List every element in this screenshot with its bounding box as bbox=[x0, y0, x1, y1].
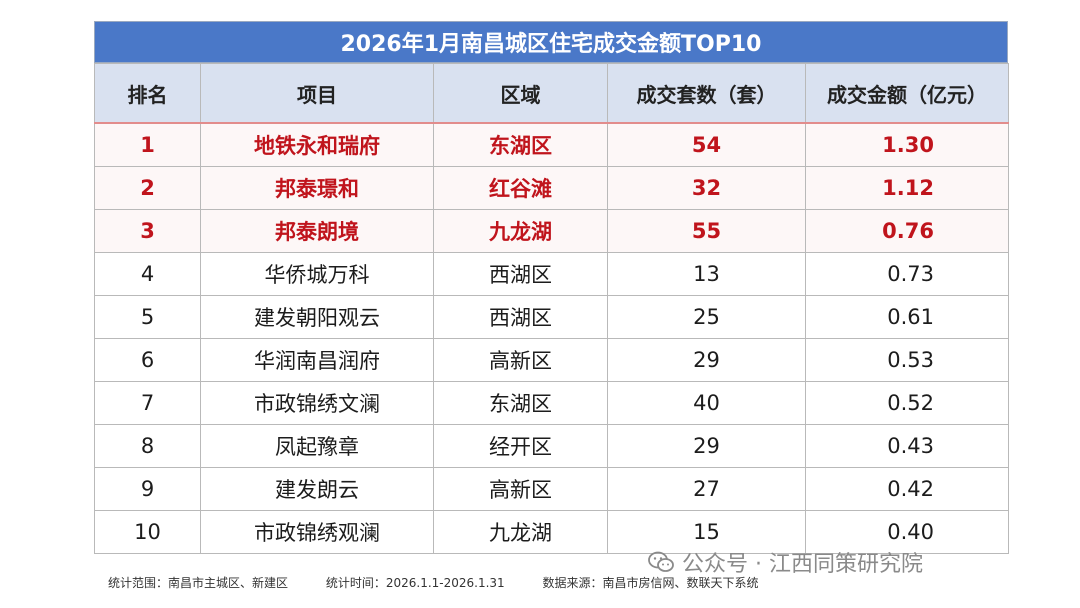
cell-amount: 0.52 bbox=[805, 381, 1009, 425]
header-district: 区域 bbox=[433, 63, 608, 124]
cell-district: 西湖区 bbox=[433, 295, 608, 339]
cell-rank: 5 bbox=[94, 295, 201, 339]
cell-district: 经开区 bbox=[433, 424, 608, 468]
cell-amount: 1.30 bbox=[805, 122, 1009, 167]
cell-project: 地铁永和瑞府 bbox=[200, 122, 434, 167]
cell-project: 凤起豫章 bbox=[200, 424, 434, 468]
cell-rank: 9 bbox=[94, 467, 201, 511]
header-row: 排名 项目 区域 成交套数（套） 成交金额（亿元） bbox=[94, 63, 1009, 124]
cell-units: 29 bbox=[607, 424, 806, 468]
cell-amount: 0.40 bbox=[805, 510, 1009, 554]
cell-amount: 0.42 bbox=[805, 467, 1009, 511]
footer-scope: 统计范围：南昌市主城区、新建区 bbox=[108, 576, 289, 590]
cell-district: 九龙湖 bbox=[433, 209, 608, 253]
cell-amount: 1.12 bbox=[805, 166, 1009, 210]
cell-rank: 2 bbox=[94, 166, 201, 210]
cell-amount: 0.76 bbox=[805, 209, 1009, 253]
cell-units: 13 bbox=[607, 252, 806, 296]
header-project: 项目 bbox=[200, 63, 434, 124]
header-rank: 排名 bbox=[94, 63, 201, 124]
cell-project: 建发朝阳观云 bbox=[200, 295, 434, 339]
cell-amount: 0.73 bbox=[805, 252, 1009, 296]
cell-project: 市政锦绣文澜 bbox=[200, 381, 434, 425]
cell-project: 华润南昌润府 bbox=[200, 338, 434, 382]
cell-project: 建发朗云 bbox=[200, 467, 434, 511]
cell-project: 邦泰璟和 bbox=[200, 166, 434, 210]
brand-watermark: 公众号 · 江西同策研究院 bbox=[648, 546, 923, 578]
table-row: 1 地铁永和瑞府 东湖区 54 1.30 bbox=[94, 122, 1009, 167]
cell-units: 29 bbox=[607, 338, 806, 382]
brand-text: 公众号 · 江西同策研究院 bbox=[682, 552, 923, 577]
cell-rank: 4 bbox=[94, 252, 201, 296]
table-title: 2026年1月南昌城区住宅成交金额TOP10 bbox=[94, 21, 1008, 63]
cell-amount: 0.43 bbox=[805, 424, 1009, 468]
table-row: 3 邦泰朗境 九龙湖 55 0.76 bbox=[94, 209, 1009, 253]
table-row: 6 华润南昌润府 高新区 29 0.53 bbox=[94, 338, 1009, 382]
table-row: 5 建发朝阳观云 西湖区 25 0.61 bbox=[94, 295, 1009, 339]
cell-units: 54 bbox=[607, 122, 806, 167]
cell-district: 高新区 bbox=[433, 338, 608, 382]
cell-rank: 6 bbox=[94, 338, 201, 382]
table-row: 7 市政锦绣文澜 东湖区 40 0.52 bbox=[94, 381, 1009, 425]
cell-rank: 7 bbox=[94, 381, 201, 425]
table-row: 9 建发朗云 高新区 27 0.42 bbox=[94, 467, 1009, 511]
cell-rank: 8 bbox=[94, 424, 201, 468]
table-row: 2 邦泰璟和 红谷滩 32 1.12 bbox=[94, 166, 1009, 210]
cell-units: 40 bbox=[607, 381, 806, 425]
footer-period: 统计时间：2026.1.1-2026.1.31 bbox=[325, 576, 505, 590]
header-amount: 成交金额（亿元） bbox=[805, 63, 1009, 124]
cell-amount: 0.61 bbox=[805, 295, 1009, 339]
table-row: 4 华侨城万科 西湖区 13 0.73 bbox=[94, 252, 1009, 296]
cell-project: 市政锦绣观澜 bbox=[200, 510, 434, 554]
cell-project: 华侨城万科 bbox=[200, 252, 434, 296]
table-row: 10 市政锦绣观澜 九龙湖 15 0.40 bbox=[94, 510, 1009, 554]
table-row: 8 凤起豫章 经开区 29 0.43 bbox=[94, 424, 1009, 468]
cell-units: 55 bbox=[607, 209, 806, 253]
cell-district: 西湖区 bbox=[433, 252, 608, 296]
cell-district: 高新区 bbox=[433, 467, 608, 511]
ranking-table: 排名 项目 区域 成交套数（套） 成交金额（亿元） 1 地铁永和瑞府 东湖区 5… bbox=[94, 63, 1009, 554]
cell-district: 东湖区 bbox=[433, 122, 608, 167]
cell-units: 15 bbox=[607, 510, 806, 554]
cell-amount: 0.53 bbox=[805, 338, 1009, 382]
cell-district: 九龙湖 bbox=[433, 510, 608, 554]
cell-rank: 3 bbox=[94, 209, 201, 253]
footer-source: 数据来源：南昌市房信网、数联天下系统 bbox=[542, 576, 759, 590]
cell-project: 邦泰朗境 bbox=[200, 209, 434, 253]
cell-district: 东湖区 bbox=[433, 381, 608, 425]
cell-units: 27 bbox=[607, 467, 806, 511]
cell-units: 32 bbox=[607, 166, 806, 210]
header-units: 成交套数（套） bbox=[607, 63, 806, 124]
cell-units: 25 bbox=[607, 295, 806, 339]
cell-district: 红谷滩 bbox=[433, 166, 608, 210]
wechat-icon bbox=[648, 551, 674, 572]
ranking-table-container: 2026年1月南昌城区住宅成交金额TOP10 排名 项目 区域 成交套数（套） … bbox=[94, 21, 1009, 554]
cell-rank: 10 bbox=[94, 510, 201, 554]
cell-rank: 1 bbox=[94, 122, 201, 167]
footer-notes: 统计范围：南昌市主城区、新建区 统计时间：2026.1.1-2026.1.31 … bbox=[108, 574, 793, 591]
